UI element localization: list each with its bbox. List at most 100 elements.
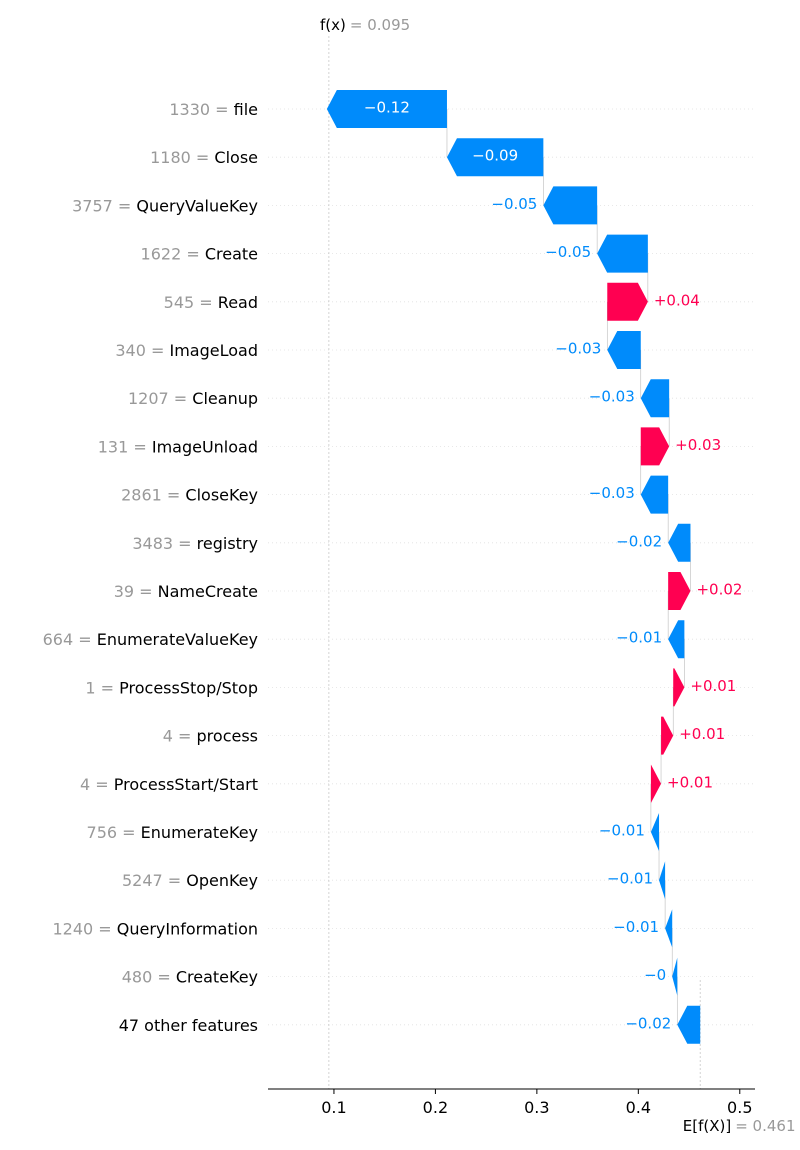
bar-value-label: +0.03: [675, 436, 721, 454]
bar-value-label: +0.04: [654, 291, 700, 309]
negative-bar: [659, 861, 666, 900]
feature-labels: −0.12 1330 = file −0.09 1180 = Close −0.05 37…: [43, 99, 743, 1035]
feature-value: 1180 =: [150, 148, 214, 167]
feature-value: 1207 =: [128, 389, 192, 408]
feature-label: 39 = NameCreate: [114, 582, 258, 601]
positive-bar: [673, 668, 685, 707]
feature-name: QueryValueKey: [136, 196, 258, 215]
feature-value: 1330 =: [169, 100, 233, 119]
bar-value-label: −0.05: [545, 243, 591, 261]
negative-bar: [672, 957, 678, 996]
efx-label: E[f(X)]: [683, 1117, 731, 1135]
feature-name: process: [197, 726, 258, 745]
feature-value: 3757 =: [72, 196, 136, 215]
negative-bar: [668, 620, 685, 659]
feature-label: 3483 = registry: [132, 533, 258, 552]
efx-value: = 0.461: [735, 1117, 795, 1135]
negative-bar: [650, 813, 660, 851]
feature-label: 1330 = file: [169, 100, 258, 119]
negative-bar: [326, 90, 447, 128]
feature-value: 2861 =: [121, 485, 185, 504]
bar-value-label: +0.01: [690, 677, 736, 695]
bar-value-label: −0: [644, 966, 666, 984]
feature-value: 5247 =: [122, 871, 186, 890]
feature-label: 545 = Read: [164, 292, 258, 311]
positive-bar: [650, 764, 662, 803]
positive-bar: [607, 282, 648, 321]
feature-label: 1622 = Create: [141, 244, 258, 263]
feature-value: 3483 =: [132, 533, 196, 552]
reference-lines: [328, 36, 701, 1089]
x-tick-label: 0.1: [321, 1098, 346, 1117]
feature-label: 1180 = Close: [150, 148, 258, 167]
positive-bar: [640, 427, 670, 466]
x-tick-label: 0.3: [524, 1098, 549, 1117]
feature-label: 480 = CreateKey: [122, 967, 258, 986]
negative-bar: [640, 475, 669, 514]
negative-bar: [446, 138, 544, 177]
feature-value: 39 =: [114, 582, 158, 601]
feature-value: 664 =: [43, 630, 97, 649]
negative-bar: [665, 909, 673, 948]
feature-name: NameCreate: [158, 582, 258, 601]
feature-label: 3757 = QueryValueKey: [72, 196, 258, 215]
bars: [326, 90, 701, 1044]
bar-value-label: −0.02: [625, 1014, 671, 1032]
negative-bar: [640, 379, 670, 418]
bar-value-label: −0.01: [607, 870, 653, 888]
feature-label: 1207 = Cleanup: [128, 389, 258, 408]
feature-name: ProcessStop/Stop: [119, 678, 258, 697]
feature-label: 4 = process: [163, 726, 258, 745]
bar-value-label: +0.01: [667, 773, 713, 791]
feature-value: 545 =: [164, 292, 218, 311]
feature-name: EnumerateValueKey: [97, 630, 258, 649]
bar-value-label: +0.01: [679, 725, 725, 743]
negative-bar: [543, 186, 598, 225]
x-tick-label: 0.5: [727, 1098, 752, 1117]
bar-value-label: −0.05: [491, 195, 537, 213]
positive-bar: [668, 572, 691, 610]
bar-value-label: −0.01: [613, 918, 659, 936]
fx-label: f(x): [320, 16, 346, 34]
feature-label: 131 = ImageUnload: [98, 437, 258, 456]
feature-label: 2861 = CloseKey: [121, 485, 258, 504]
feature-label: 1240 = QueryInformation: [52, 919, 258, 938]
bar-value-label: −0.03: [589, 388, 635, 406]
negative-bar: [597, 234, 648, 273]
positive-bar: [661, 716, 674, 755]
bar-value-label: −0.01: [616, 629, 662, 647]
annotations: f(x) = 0.095 E[f(X)] = 0.461: [320, 16, 795, 1135]
negative-bar: [677, 1005, 701, 1044]
feature-name: Cleanup: [192, 389, 258, 408]
feature-name: QueryInformation: [117, 919, 258, 938]
feature-value: 4 =: [80, 774, 114, 793]
negative-bar: [607, 331, 641, 369]
feature-value: 1240 =: [52, 919, 116, 938]
bar-value-label: −0.01: [599, 822, 645, 840]
x-tick-label: 0.2: [423, 1098, 448, 1117]
feature-label: 756 = EnumerateKey: [87, 823, 258, 842]
x-axis: 0.1 0.2 0.3 0.4 0.5: [268, 1088, 755, 1117]
feature-name: CloseKey: [185, 485, 258, 504]
feature-name: ImageLoad: [170, 341, 259, 360]
feature-name: Read: [218, 292, 258, 311]
feature-name: ImageUnload: [152, 437, 258, 456]
bar-value-label: −0.12: [364, 99, 410, 117]
x-tick-label: 0.4: [626, 1098, 651, 1117]
feature-label: 340 = ImageLoad: [115, 341, 258, 360]
feature-name: CreateKey: [176, 967, 258, 986]
feature-value: 1 =: [85, 678, 119, 697]
bar-value-label: −0.02: [616, 532, 662, 550]
feature-name: ProcessStart/Start: [114, 774, 258, 793]
feature-name: Create: [205, 244, 258, 263]
row-gridlines: [268, 108, 755, 1026]
feature-value: 1622 =: [141, 244, 205, 263]
feature-name: Close: [214, 148, 258, 167]
negative-bar: [668, 523, 691, 562]
feature-name: file: [234, 100, 258, 119]
feature-label: 4 = ProcessStart/Start: [80, 774, 258, 793]
bar-value-label: +0.02: [696, 581, 742, 599]
bar-value-label: −0.03: [589, 484, 635, 502]
feature-label: 664 = EnumerateValueKey: [43, 630, 258, 649]
